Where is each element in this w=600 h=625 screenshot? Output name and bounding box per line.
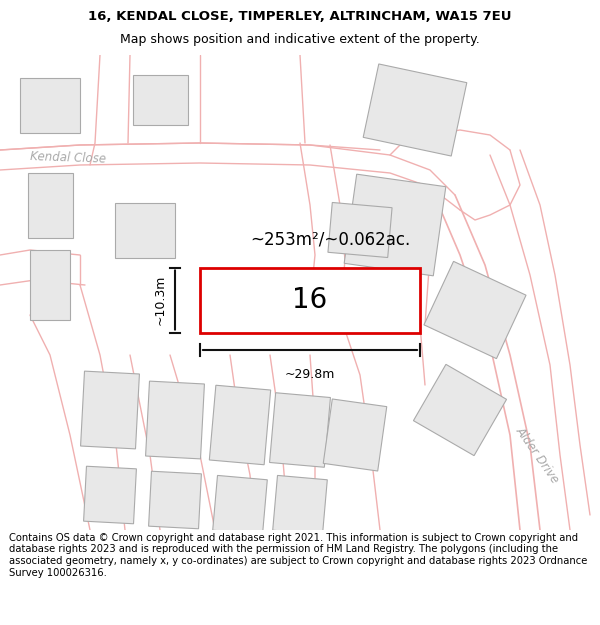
Text: ~29.8m: ~29.8m <box>285 368 335 381</box>
Bar <box>269 392 331 468</box>
Text: Contains OS data © Crown copyright and database right 2021. This information is : Contains OS data © Crown copyright and d… <box>9 533 587 578</box>
Text: Alder Drive: Alder Drive <box>513 424 561 486</box>
Text: ~253m²/~0.062ac.: ~253m²/~0.062ac. <box>250 231 410 249</box>
Bar <box>344 174 446 276</box>
Text: Kendal Close: Kendal Close <box>30 150 106 166</box>
Bar <box>83 466 136 524</box>
Bar <box>115 202 175 258</box>
Bar <box>328 202 392 258</box>
Bar <box>212 476 268 534</box>
Text: ~10.3m: ~10.3m <box>154 275 167 325</box>
Bar <box>20 78 80 132</box>
Bar <box>424 261 526 359</box>
Bar <box>209 385 271 465</box>
Bar <box>149 471 202 529</box>
Text: 16, KENDAL CLOSE, TIMPERLEY, ALTRINCHAM, WA15 7EU: 16, KENDAL CLOSE, TIMPERLEY, ALTRINCHAM,… <box>88 10 512 23</box>
Text: 16: 16 <box>292 286 328 314</box>
Bar <box>323 399 387 471</box>
Bar <box>133 75 187 125</box>
Bar <box>413 364 506 456</box>
Bar <box>30 250 70 320</box>
Bar <box>363 64 467 156</box>
Bar <box>200 268 420 332</box>
Bar <box>146 381 205 459</box>
Text: Map shows position and indicative extent of the property.: Map shows position and indicative extent… <box>120 33 480 46</box>
Bar <box>28 173 73 238</box>
Bar <box>272 476 328 534</box>
Bar <box>80 371 139 449</box>
